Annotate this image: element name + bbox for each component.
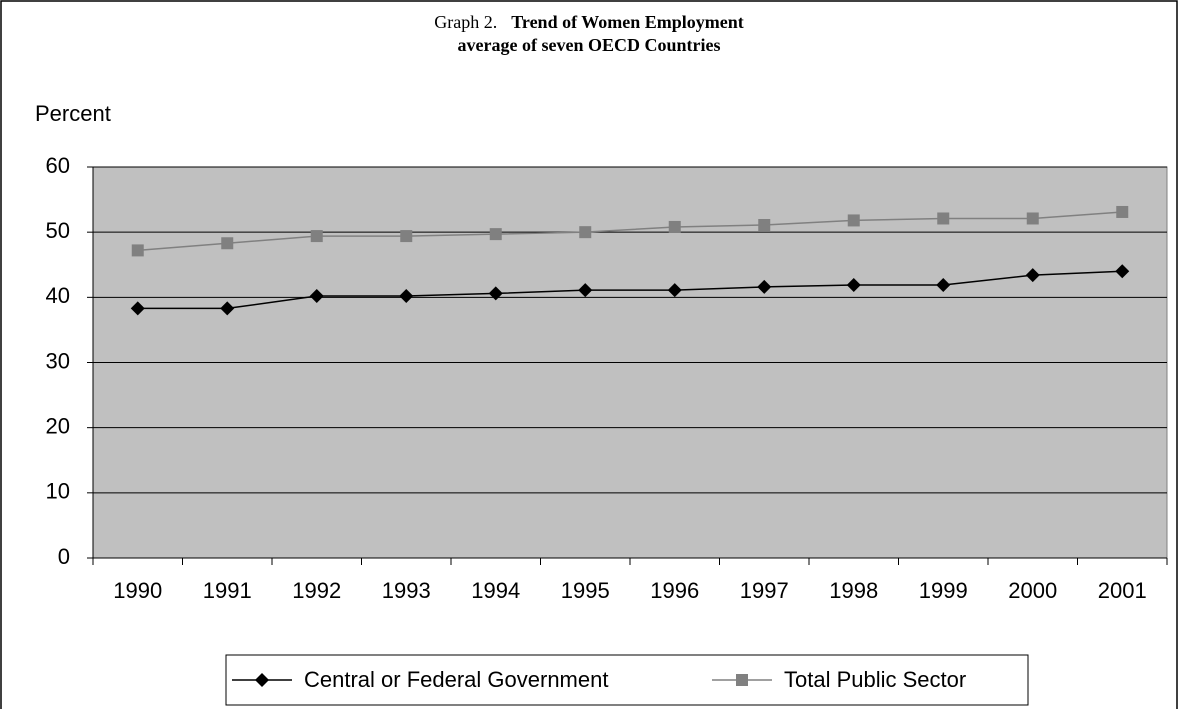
y-tick-label: 20 bbox=[46, 413, 70, 438]
marker bbox=[309, 289, 324, 304]
marker bbox=[221, 237, 234, 250]
legend-box bbox=[225, 654, 1029, 706]
marker bbox=[847, 214, 860, 227]
series-line bbox=[137, 270, 1123, 310]
graph-label: Graph 2. bbox=[434, 12, 497, 32]
y-tick-label: 10 bbox=[46, 479, 70, 504]
marker bbox=[579, 226, 592, 239]
marker bbox=[1116, 205, 1129, 218]
y-axis-label: Percent bbox=[35, 101, 111, 126]
marker bbox=[937, 212, 950, 225]
x-tick-label: 1994 bbox=[471, 578, 520, 603]
x-tick-label: 1998 bbox=[829, 578, 878, 603]
y-tick-label: 50 bbox=[46, 218, 70, 243]
x-tick-label: 1999 bbox=[919, 578, 968, 603]
marker bbox=[1115, 264, 1130, 279]
x-tick-label: 2000 bbox=[1008, 578, 1057, 603]
marker bbox=[220, 301, 235, 316]
title-text: Trend of Women Employment bbox=[511, 12, 744, 32]
marker bbox=[846, 277, 861, 292]
marker bbox=[131, 244, 144, 257]
y-tick-label: 60 bbox=[46, 153, 70, 178]
series-line bbox=[137, 211, 1123, 252]
marker bbox=[668, 220, 681, 233]
x-tick-label: 1996 bbox=[650, 578, 699, 603]
marker bbox=[400, 230, 413, 243]
legend-label: Central or Federal Government bbox=[304, 667, 608, 692]
x-tick-label: 1995 bbox=[561, 578, 610, 603]
x-tick-label: 1997 bbox=[740, 578, 789, 603]
chart-subtitle: average of seven OECD Countries bbox=[458, 35, 721, 55]
x-tick-label: 1990 bbox=[113, 578, 162, 603]
marker bbox=[1025, 268, 1040, 283]
marker bbox=[130, 301, 145, 316]
marker bbox=[757, 279, 772, 294]
x-tick-label: 1991 bbox=[203, 578, 252, 603]
x-tick-label: 2001 bbox=[1098, 578, 1147, 603]
marker bbox=[1026, 212, 1039, 225]
marker bbox=[310, 230, 323, 243]
x-tick-label: 1993 bbox=[382, 578, 431, 603]
marker bbox=[489, 228, 502, 241]
marker bbox=[667, 283, 682, 298]
chart-title: Graph 2. Trend of Women Employment bbox=[434, 12, 744, 32]
marker bbox=[936, 277, 951, 292]
marker bbox=[758, 218, 771, 231]
marker bbox=[255, 673, 269, 687]
marker bbox=[578, 283, 593, 298]
marker bbox=[399, 289, 414, 304]
legend-label: Total Public Sector bbox=[784, 667, 966, 692]
y-tick-label: 0 bbox=[58, 544, 70, 569]
marker bbox=[488, 286, 503, 301]
y-tick-label: 40 bbox=[46, 283, 70, 308]
y-tick-label: 30 bbox=[46, 348, 70, 373]
marker bbox=[736, 674, 748, 686]
x-tick-label: 1992 bbox=[292, 578, 341, 603]
